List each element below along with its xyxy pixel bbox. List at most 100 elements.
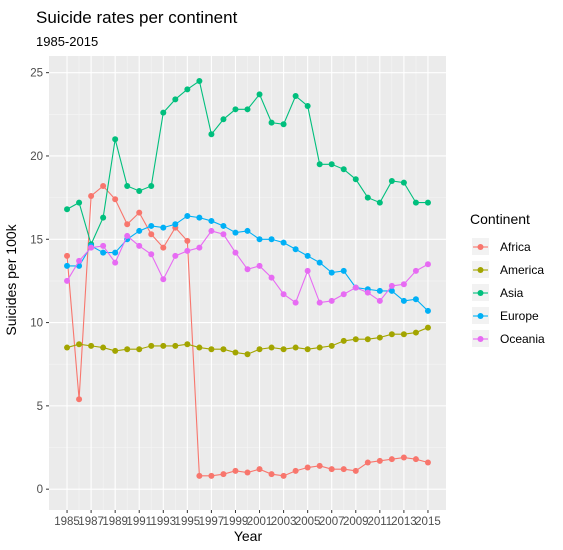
data-point-asia (148, 182, 155, 189)
data-point-europe (316, 259, 323, 266)
data-point-asia (328, 161, 335, 168)
data-point-oceania (112, 259, 119, 266)
data-point-europe (112, 249, 119, 256)
data-point-asia (244, 106, 251, 113)
data-point-europe (148, 222, 155, 229)
data-point-oceania (148, 251, 155, 258)
y-axis-title: Suicides per 100k (3, 223, 19, 335)
legend-label-africa: Africa (500, 240, 531, 254)
legend-key-point (477, 313, 484, 319)
data-point-america (292, 344, 299, 351)
x-tick-label: 1995 (175, 516, 201, 528)
y-tick-label: 5 (37, 401, 43, 413)
data-point-africa (304, 464, 311, 471)
data-point-oceania (196, 244, 203, 251)
data-point-asia (136, 187, 143, 194)
x-tick-label: 2011 (367, 516, 392, 528)
data-point-oceania (376, 297, 383, 304)
data-point-asia (220, 116, 227, 123)
data-point-america (268, 344, 275, 351)
legend-key-point (477, 336, 484, 342)
data-point-africa (112, 196, 119, 203)
data-point-oceania (256, 262, 263, 269)
x-tick-label: 1997 (199, 516, 225, 528)
legend-item-america: America (472, 261, 544, 278)
data-point-asia (364, 194, 371, 201)
y-tick-label: 20 (30, 151, 43, 163)
data-point-asia (268, 119, 275, 126)
data-point-asia (172, 96, 179, 103)
data-point-europe (376, 287, 383, 294)
data-point-africa (64, 252, 71, 259)
data-point-europe (268, 236, 275, 243)
legend-label-america: America (500, 263, 544, 277)
x-tick-label: 2003 (271, 516, 297, 528)
data-point-europe (64, 262, 71, 269)
x-tick-label: 2005 (295, 516, 321, 528)
data-point-oceania (124, 232, 131, 239)
y-tick-label: 0 (37, 484, 43, 496)
data-point-asia (352, 176, 359, 183)
data-point-america (232, 349, 239, 356)
data-point-oceania (340, 291, 347, 298)
data-point-america (256, 346, 263, 353)
data-point-europe (412, 296, 419, 303)
series-asia (64, 77, 431, 248)
data-point-oceania (280, 291, 287, 298)
x-tick-label: 1985 (54, 516, 80, 528)
data-point-africa (220, 471, 227, 478)
data-point-africa (280, 472, 287, 479)
data-point-asia (124, 182, 131, 189)
data-point-europe (388, 287, 395, 294)
data-point-oceania (172, 252, 179, 259)
legend-label-europe: Europe (500, 309, 539, 323)
data-point-africa (268, 471, 275, 478)
data-point-america (316, 344, 323, 351)
data-point-asia (424, 199, 431, 206)
data-point-africa (160, 244, 167, 251)
data-point-africa (388, 456, 395, 463)
data-point-asia (280, 121, 287, 128)
data-point-africa (328, 466, 335, 473)
data-point-asia (388, 177, 395, 184)
data-point-oceania (64, 277, 71, 284)
data-point-oceania (88, 244, 95, 251)
data-point-america (220, 346, 227, 353)
data-point-asia (340, 166, 347, 173)
y-tick-label: 25 (30, 68, 43, 80)
data-point-america (400, 331, 407, 338)
legend-key-point (477, 290, 484, 296)
data-point-america (328, 342, 335, 349)
data-point-oceania (76, 257, 83, 264)
axes: 0 5 10 15 20 25 198519871989199119931995199719… (30, 68, 441, 528)
data-point-america (160, 342, 167, 349)
data-point-america (280, 346, 287, 353)
series-america (64, 324, 431, 358)
data-point-europe (304, 252, 311, 259)
legend-item-oceania: Oceania (472, 330, 545, 347)
x-tick-label: 1999 (223, 516, 249, 528)
data-point-africa (100, 182, 107, 189)
data-point-oceania (304, 267, 311, 274)
data-point-africa (352, 467, 359, 474)
data-point-asia (232, 106, 239, 113)
data-point-oceania (328, 297, 335, 304)
data-point-asia (160, 109, 167, 116)
data-point-europe (220, 222, 227, 229)
data-point-europe (232, 229, 239, 236)
data-point-europe (100, 249, 107, 256)
series-europe (64, 212, 431, 314)
data-point-asia (316, 161, 323, 168)
x-tick-label: 2013 (391, 516, 417, 528)
data-point-asia (376, 199, 383, 206)
data-point-america (208, 346, 215, 353)
x-tick-label: 1991 (126, 516, 152, 528)
data-point-oceania (292, 299, 299, 306)
data-point-europe (328, 269, 335, 276)
x-axis-title: Year (234, 528, 263, 544)
data-point-america (64, 344, 71, 351)
data-point-america (424, 324, 431, 331)
data-point-oceania (364, 289, 371, 296)
x-tick-label: 1987 (78, 516, 104, 528)
